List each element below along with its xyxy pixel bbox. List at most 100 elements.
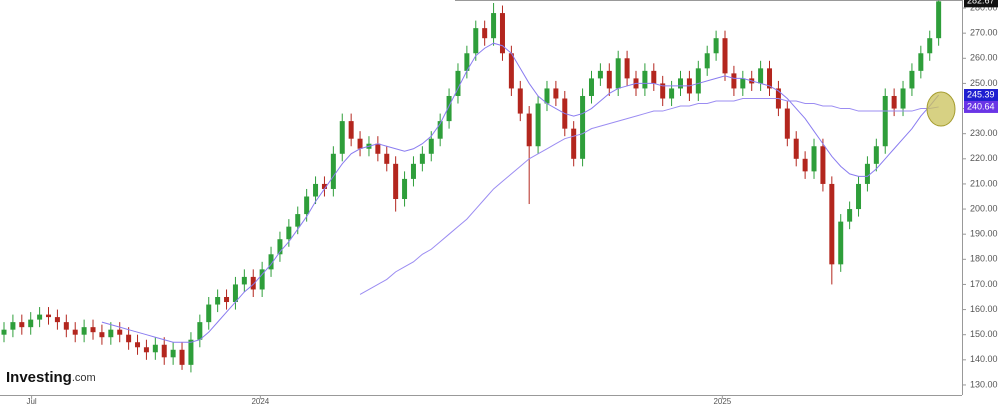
candle-body — [660, 83, 666, 99]
y-tick-label: 230.00 — [970, 128, 998, 138]
candle-body — [838, 221, 844, 265]
y-tick-label: 170.00 — [970, 279, 998, 289]
ma-price-tag-box — [964, 100, 998, 113]
candle-body — [588, 78, 594, 96]
candle-body — [152, 344, 158, 353]
candle-body — [90, 327, 96, 333]
candle-body — [580, 95, 586, 159]
candle-body — [1, 329, 7, 335]
y-tick-label: 210.00 — [970, 178, 998, 188]
y-tick-label: 250.00 — [970, 78, 998, 88]
candle-body — [891, 95, 897, 109]
candle-body — [847, 209, 853, 222]
candle-body — [99, 332, 105, 338]
candle-body — [206, 304, 212, 323]
candle-body — [784, 108, 790, 139]
candle-body — [215, 297, 221, 305]
y-tick-label: 180.00 — [970, 254, 998, 264]
candle-body — [188, 339, 194, 365]
candle-body — [28, 319, 34, 328]
candle-body — [19, 322, 25, 328]
candle-body — [330, 153, 336, 189]
candle-body — [108, 329, 114, 338]
candle-body — [722, 38, 728, 74]
candle-body — [46, 314, 52, 318]
y-tick-label: 140.00 — [970, 354, 998, 364]
candle-body — [740, 78, 746, 89]
candle-body — [526, 113, 532, 147]
candle-body — [161, 344, 167, 358]
candle-body — [232, 284, 238, 303]
candle-body — [704, 53, 710, 69]
candle-body — [63, 322, 69, 330]
candle-body — [259, 269, 265, 290]
y-tick-label: 160.00 — [970, 304, 998, 314]
candle-body — [856, 183, 862, 210]
y-tick-label: 270.00 — [970, 28, 998, 38]
candle-body — [909, 70, 915, 89]
ma-price-tag: 245.39 — [967, 89, 995, 99]
x-tick-label: Jul — [26, 397, 36, 406]
candle-body — [410, 163, 416, 179]
candle-body — [126, 334, 132, 343]
candle-body — [286, 226, 292, 240]
candle-body — [81, 327, 87, 335]
candle-body — [642, 70, 648, 89]
candle-body — [348, 121, 354, 139]
highlight-circle — [926, 91, 956, 127]
candle-body — [882, 95, 888, 147]
candle-body — [606, 70, 612, 89]
y-tick-label: 200.00 — [970, 203, 998, 213]
candle-body — [419, 153, 425, 164]
candle-body — [936, 1, 942, 39]
candle-body — [624, 58, 630, 79]
candle-body — [313, 183, 319, 197]
candle-body — [793, 138, 799, 159]
last-price-tag: 282.67 — [967, 0, 995, 6]
candle-body — [241, 276, 247, 285]
candle-body — [651, 70, 657, 84]
candle-body — [873, 146, 879, 164]
moving-average — [101, 42, 940, 343]
candle-body — [357, 138, 363, 149]
candle-body — [117, 329, 123, 335]
candle-body — [10, 322, 16, 330]
y-tick-label: 280.00 — [970, 2, 998, 12]
candle-body — [802, 158, 808, 172]
candle-body — [402, 178, 408, 200]
candle-body — [695, 68, 701, 94]
candle-body — [597, 70, 603, 79]
candle-body — [321, 183, 327, 189]
candle-body — [197, 322, 203, 340]
y-tick-label: 260.00 — [970, 53, 998, 63]
candle-body — [170, 349, 176, 358]
candle-body — [758, 68, 764, 84]
candle-body — [571, 128, 577, 159]
candle-body — [544, 88, 550, 104]
candle-body — [437, 121, 443, 139]
candle-body — [918, 53, 924, 71]
candle-body — [482, 28, 488, 39]
candle-body — [473, 28, 479, 54]
candle-body — [767, 68, 773, 89]
candle-body — [295, 214, 301, 227]
moving-average — [359, 97, 939, 295]
y-tick-label: 130.00 — [970, 379, 998, 389]
candle-body — [517, 88, 523, 114]
candle-body — [829, 183, 835, 265]
candle-body — [491, 13, 497, 39]
candle-body — [143, 347, 149, 353]
logo-suffix: .com — [72, 372, 96, 384]
candle-body — [535, 103, 541, 147]
candle-body — [135, 342, 141, 348]
candle-body — [224, 297, 230, 303]
candle-body — [446, 95, 452, 122]
candle-body — [553, 88, 559, 99]
candle-body — [428, 138, 434, 154]
candle-body — [678, 78, 684, 89]
candle-body — [304, 196, 310, 215]
x-tick-label: 2024 — [251, 397, 269, 406]
candle-body — [268, 254, 274, 270]
